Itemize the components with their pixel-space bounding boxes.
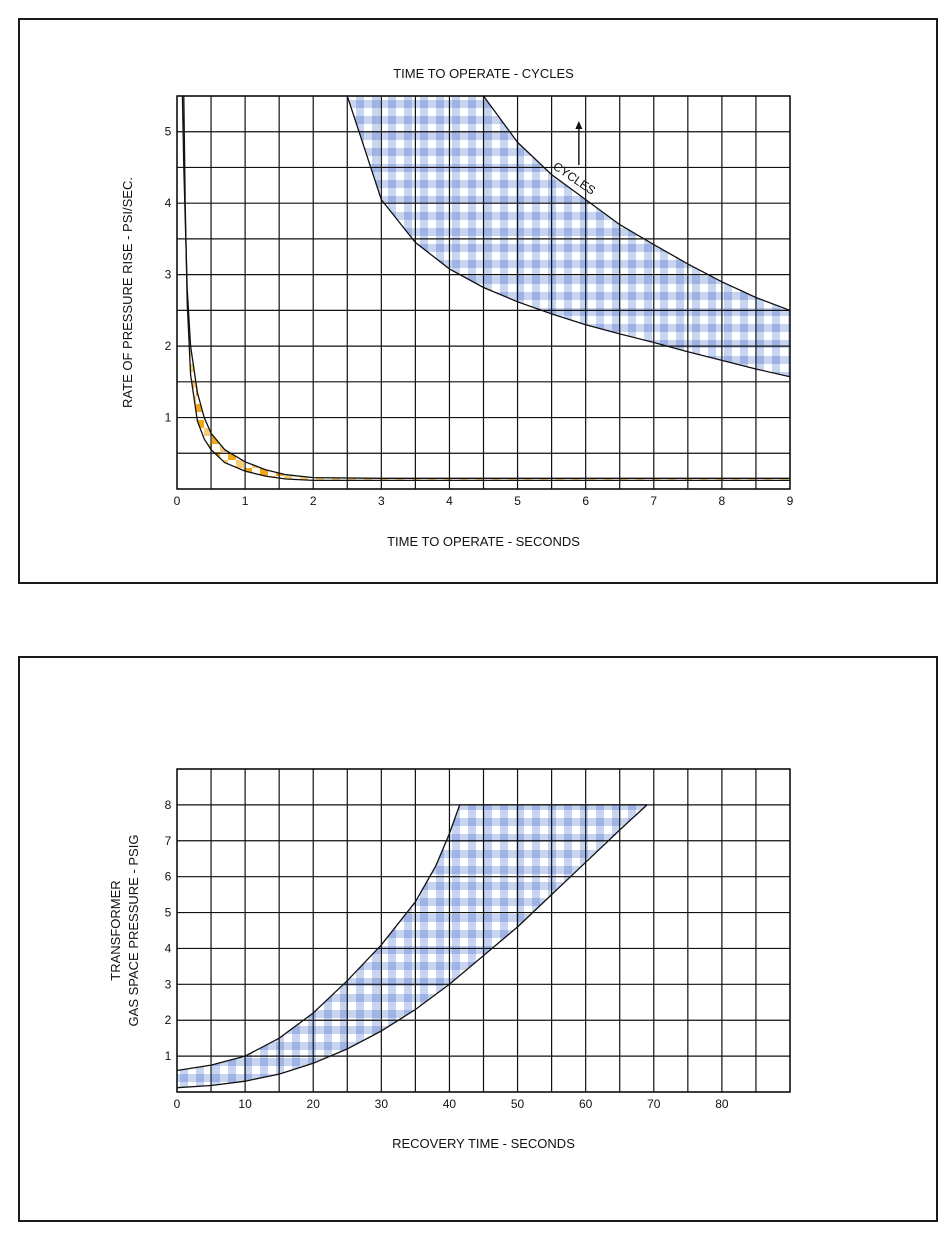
y-tick-label: 1 [165,1049,172,1063]
y-tick-label: 2 [165,339,172,353]
band-cycles [347,96,790,377]
band-cycles-upper-line [482,96,790,312]
data-bands [177,804,647,1088]
x-tick-label: 60 [579,1097,593,1111]
x-tick-label: 5 [514,494,521,508]
y-axis-label: RATE OF PRESSURE RISE - PSI/SEC. [120,177,135,408]
band-seconds-upper-line [181,96,790,479]
x-axis-label: TIME TO OPERATE - SECONDS [387,534,580,549]
band-cycles-lower-line [346,96,790,378]
y-tick-label: 8 [165,798,172,812]
y-axis-label: TRANSFORMER [108,880,123,980]
plot-frame [176,95,791,490]
x-tick-label: 10 [238,1097,252,1111]
band-recovery [177,804,647,1088]
x-tick-label: 40 [443,1097,457,1111]
x-tick-label: 6 [582,494,589,508]
grid [176,95,791,490]
y-tick-label: 3 [165,268,172,282]
x-tick-label: 30 [375,1097,389,1111]
x-tick-label: 2 [310,494,317,508]
recovery-time-chart: 0 10 20 30 40 50 60 70 80 1 2 3 4 5 6 7 8 RECOVERY TIME -… [108,768,791,1151]
y-tick-label: 6 [165,870,172,884]
x-tick-label: 7 [650,494,657,508]
x-tick-label: 9 [787,494,794,508]
data-bands [182,96,790,481]
y-axis-label: GAS SPACE PRESSURE - PSIG [126,835,141,1027]
x-tick-label: 8 [719,494,726,508]
band-seconds-lower-line [183,96,790,482]
chart-panel-pressure-rise: 0 1 2 3 4 5 6 7 8 9 1 2 3 4 5 TIME TO OPERATE - CYCLES T… [18,18,938,584]
band-recovery-upper-line [177,804,461,1072]
plot-frame [176,768,791,1093]
chart-panel-recovery-time: 0 10 20 30 40 50 60 70 80 1 2 3 4 5 6 7 8 RECOVERY TIME -… [18,656,938,1222]
y-tick-label: 4 [165,941,172,955]
x-tick-label: 0 [174,494,181,508]
y-tick-label: 5 [165,125,172,139]
x-axis-label: RECOVERY TIME - SECONDS [392,1136,575,1151]
y-tick-label: 7 [165,834,172,848]
y-tick-label: 3 [165,977,172,991]
x-tick-label: 50 [511,1097,525,1111]
chart-title: TIME TO OPERATE - CYCLES [393,66,574,81]
x-tick-label: 70 [647,1097,661,1111]
x-tick-label: 1 [242,494,249,508]
x-tick-label: 80 [715,1097,729,1111]
band-outlines [181,96,790,482]
band-recovery-lower-line [177,804,648,1089]
y-tick-label: 5 [165,906,172,920]
cycles-arrowhead [575,121,583,129]
x-tick-label: 20 [307,1097,321,1111]
x-tick-label: 4 [446,494,453,508]
y-tick-label: 1 [165,411,172,425]
pressure-rise-chart: 0 1 2 3 4 5 6 7 8 9 1 2 3 4 5 TIME TO OPERATE - CYCLES T… [120,66,794,549]
x-tick-label: 3 [378,494,385,508]
x-tick-label: 0 [174,1097,181,1111]
y-tick-label: 4 [165,196,172,210]
band-outlines [177,804,648,1089]
y-tick-label: 2 [165,1013,172,1027]
